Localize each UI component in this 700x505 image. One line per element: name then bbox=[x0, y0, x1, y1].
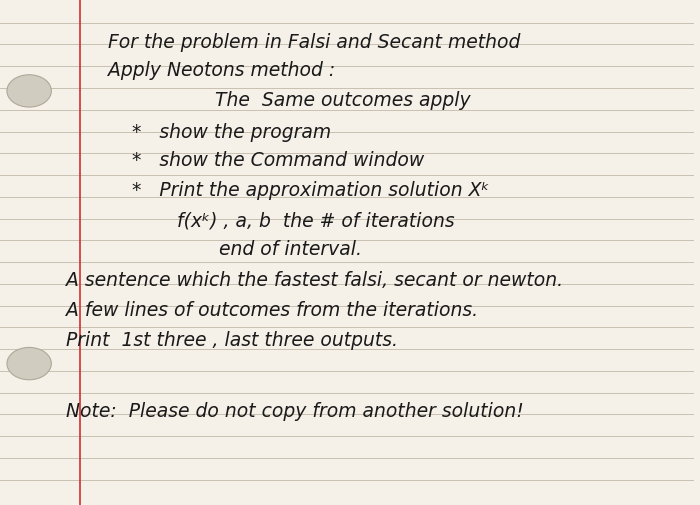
Text: Note:  Please do not copy from another solution!: Note: Please do not copy from another so… bbox=[66, 402, 524, 421]
Text: A sentence which the fastest falsi, secant or newton.: A sentence which the fastest falsi, seca… bbox=[66, 271, 563, 290]
Text: The  Same outcomes apply: The Same outcomes apply bbox=[215, 91, 470, 111]
Text: end of interval.: end of interval. bbox=[218, 240, 362, 260]
Text: Apply Neotons method :: Apply Neotons method : bbox=[108, 61, 335, 80]
Text: A few lines of outcomes from the iterations.: A few lines of outcomes from the iterati… bbox=[66, 301, 478, 320]
Circle shape bbox=[7, 347, 51, 380]
Text: Print  1st three , last three outputs.: Print 1st three , last three outputs. bbox=[66, 331, 398, 350]
Text: *   show the program: * show the program bbox=[132, 123, 331, 142]
Text: *   show the Command window: * show the Command window bbox=[132, 151, 424, 170]
Text: For the problem in Falsi and Secant method: For the problem in Falsi and Secant meth… bbox=[108, 33, 520, 53]
Text: *   Print the approximation solution Xᵏ: * Print the approximation solution Xᵏ bbox=[132, 181, 489, 200]
Circle shape bbox=[7, 75, 51, 107]
Text: f(xᵏ) , a, b  the # of iterations: f(xᵏ) , a, b the # of iterations bbox=[177, 212, 454, 231]
